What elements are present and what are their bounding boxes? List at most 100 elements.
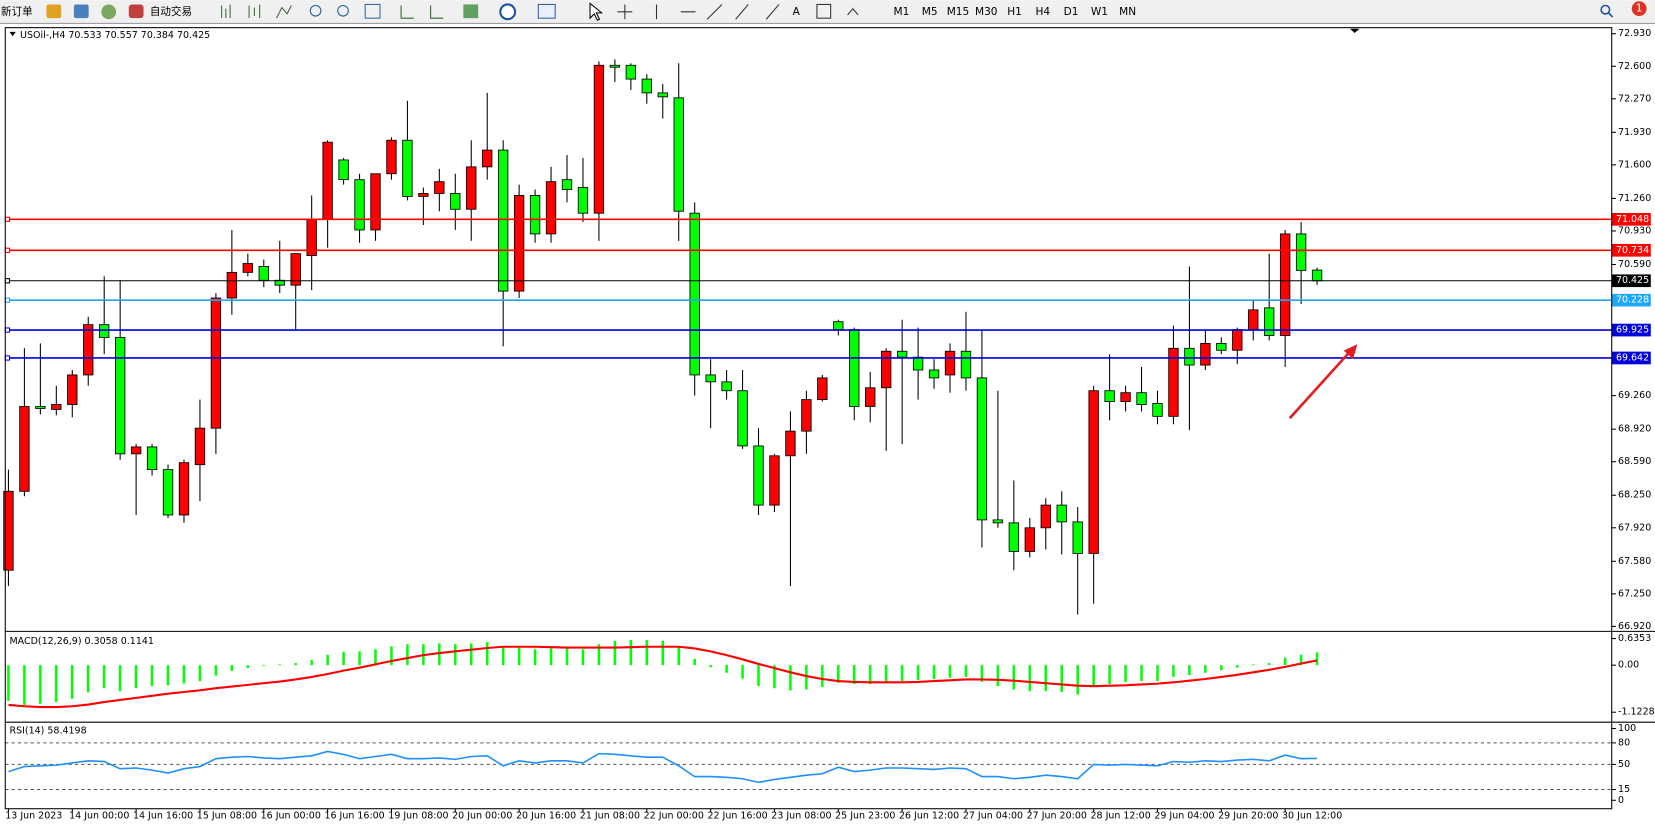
macd-bar [1188,665,1191,676]
macd-bar [821,665,824,687]
text-tool[interactable]: A [793,6,801,18]
candle-body [35,406,46,409]
signal-value: 0.1141 [121,635,154,646]
timeframe-button[interactable]: W1 [1091,6,1108,18]
x-tick-label: 21 Jun 08:00 [580,811,640,822]
macd-bar [773,665,776,689]
icon[interactable] [73,4,89,19]
plot-border [4,27,1613,810]
rsi-value: 58.4198 [47,725,86,736]
rsi-header: RSI(14) 58.4198 [9,725,86,736]
timeframe-button[interactable]: M30 [975,6,998,18]
macd-value: 0.3058 [85,635,118,646]
macd-bar [581,649,585,666]
timeframe-button[interactable]: MN [1119,6,1136,18]
candle-body [577,187,589,214]
candle-body [290,253,301,286]
macd-bar [374,649,377,666]
candle-body [865,387,876,407]
candle-body [529,195,541,235]
candle-body [1008,522,1020,552]
notification-count: 1 [1636,3,1643,15]
level-handle [4,297,11,303]
y-tick-label: 67.580 [1618,556,1651,567]
timeframe-button[interactable]: D1 [1064,6,1079,18]
macd-bar [996,665,1000,687]
symbol-menu[interactable] [9,31,16,37]
annotation-arrow [1288,351,1350,420]
candle-body [928,369,940,379]
macd-bar [868,665,872,685]
search[interactable] [1600,4,1611,15]
icon[interactable] [101,4,117,20]
timeframe-button[interactable]: M15 [947,6,970,18]
periods[interactable] [499,3,517,21]
macd-bar [709,665,712,668]
timeframe-button[interactable]: H1 [1007,6,1022,18]
x-tick-label: 16 Jun 16:00 [324,811,384,822]
scroll-icons[interactable] [400,5,444,19]
candle-body [370,173,381,231]
candle-body [67,374,78,405]
macd-bar [661,640,665,666]
chart-type-icons[interactable] [221,4,292,19]
macd-bar [342,651,345,666]
x-tick-label: 14 Jun 00:00 [69,811,129,822]
x-tick-label: 14 Jun 16:00 [133,811,193,822]
timeframe-button[interactable]: H4 [1035,6,1050,18]
zoom-out[interactable] [337,4,349,17]
candle-body [753,445,764,506]
auto-trading-button[interactable]: 自动交易 [150,5,192,18]
macd-bar [23,665,26,705]
label-tool[interactable] [816,3,832,19]
y-tick-label: 50 [1618,759,1630,770]
y-tick-label: 70.590 [1618,259,1651,270]
macd-bar [118,665,122,692]
cursor[interactable] [589,2,604,21]
indicators[interactable] [463,4,479,19]
timeframe-button[interactable]: M1 [893,6,909,18]
candle-body [1072,521,1083,554]
x-tick-label: 22 Jun 16:00 [707,811,767,822]
macd-bar [725,665,728,673]
macd-bar [214,665,218,676]
y-tick-label: 0 [1618,795,1624,806]
notification-badge[interactable] [1631,1,1647,17]
macd-bar [533,649,537,666]
macd-bar [565,648,569,666]
y-tick-label: 71.930 [1618,127,1651,138]
x-tick-label: 23 Jun 08:00 [771,811,831,822]
timeframe-button[interactable]: M5 [922,6,938,18]
candle-body [1088,390,1099,554]
macd-bar [805,665,808,690]
macd-bar [1092,665,1095,687]
x-tick-label: 27 Jun 04:00 [963,811,1023,822]
macd-bar [948,665,952,678]
candle-body [1248,309,1259,330]
macd-bar [326,654,329,666]
new-order-button[interactable]: 新订单 [1,5,33,18]
zoom-in[interactable] [309,4,322,17]
candle-body [721,381,732,392]
candle-body [434,181,445,194]
macd-bar [884,665,888,682]
candle-body [1311,269,1323,282]
candle-body [99,324,110,338]
icon[interactable] [46,4,62,19]
chart-frame: USOil-,H4 70.533 70.557 70.384 70.425 MA… [4,27,1655,810]
macd-bar [1299,654,1303,666]
macd-bar [741,665,744,679]
candle-body [3,490,14,571]
level-label-bg [1611,351,1651,365]
icon[interactable] [128,4,144,19]
candle-body [785,430,796,457]
drawing-tools[interactable] [617,4,780,20]
macd-bar [932,665,936,680]
y-tick-label: 68.590 [1618,456,1651,467]
candle-body [657,92,668,98]
templates[interactable] [537,3,556,19]
level-handle [4,278,11,284]
arrows-tool[interactable] [847,7,859,16]
tile-windows[interactable] [364,3,381,19]
x-tick-label: 26 Jun 12:00 [899,811,959,822]
